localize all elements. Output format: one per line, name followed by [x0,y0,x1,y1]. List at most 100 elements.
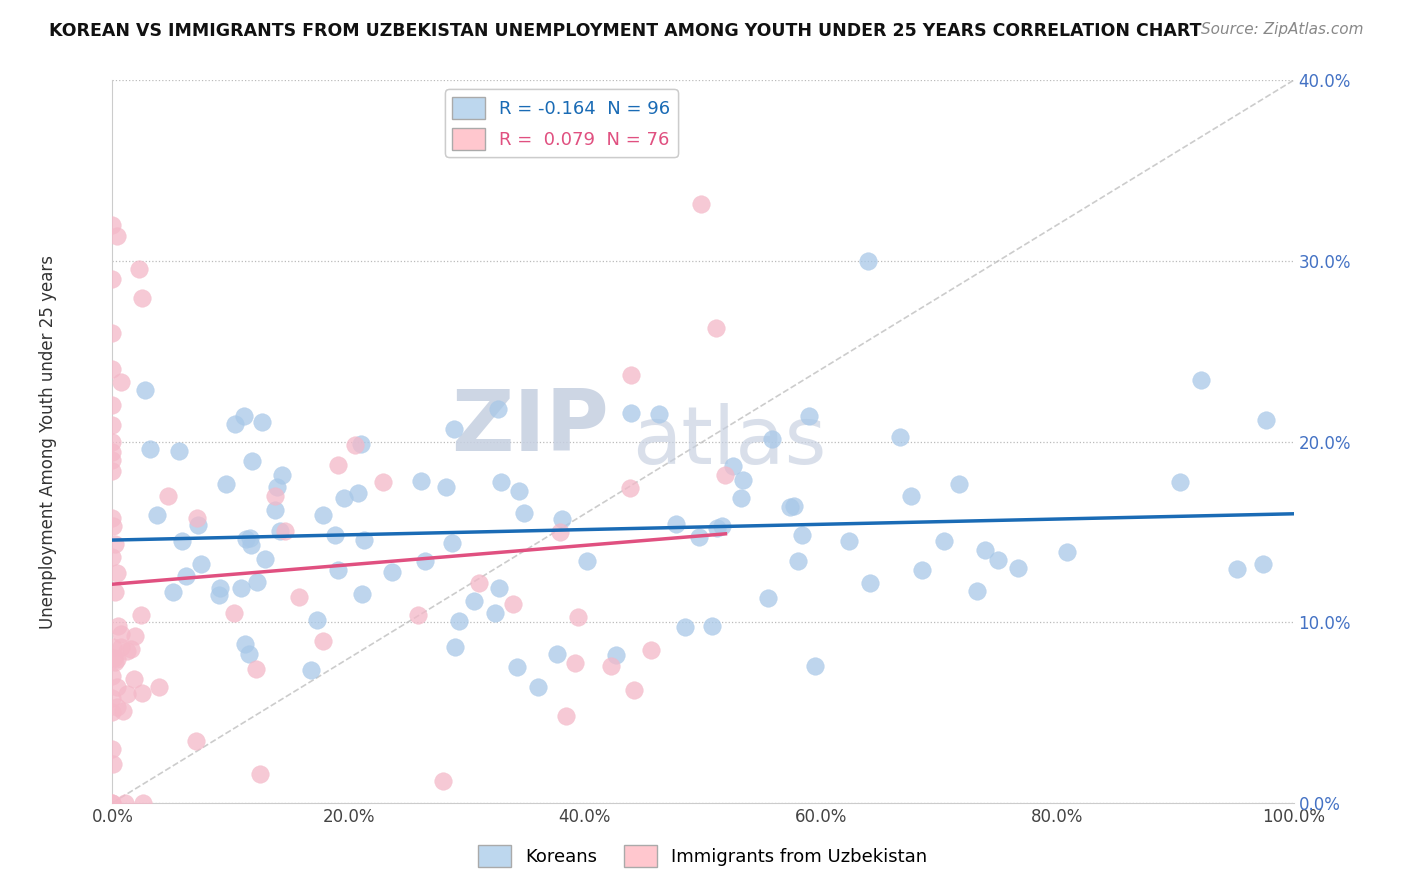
Point [406,607,429,622]
Point [134,383,156,397]
Point [253,552,276,566]
Point [231,581,253,595]
Point [107,619,129,633]
Point [1226,562,1249,576]
Point [966,584,988,599]
Point [110,376,132,390]
Point [441,536,464,550]
Point [911,563,934,577]
Point [101,218,124,232]
Point [443,422,465,436]
Point [305,613,328,627]
Point [468,576,491,591]
Point [239,538,262,552]
Point [101,706,124,720]
Point [215,476,238,491]
Point [263,489,285,503]
Text: ZIP: ZIP [451,385,609,468]
Point [484,606,506,620]
Point [157,489,180,503]
Point [120,642,142,657]
Point [101,445,124,459]
Point [131,291,153,305]
Legend: Koreans, Immigrants from Uzbekistan: Koreans, Immigrants from Uzbekistan [471,838,935,874]
Point [101,464,124,478]
Point [208,581,231,595]
Point [889,429,911,443]
Point [104,537,127,551]
Point [900,489,922,503]
Point [714,468,737,483]
Point [117,687,139,701]
Point [326,563,349,577]
Point [619,482,641,496]
Point [352,587,374,601]
Text: Unemployment Among Youth under 25 years: Unemployment Among Youth under 25 years [38,254,56,629]
Text: Source: ZipAtlas.com: Source: ZipAtlas.com [1201,22,1364,37]
Point [249,767,271,781]
Point [274,524,297,538]
Point [721,458,744,473]
Point [858,575,880,590]
Point [101,741,124,756]
Point [184,734,207,748]
Point [238,647,260,661]
Point [326,458,349,473]
Point [252,415,274,429]
Point [761,432,783,446]
Point [948,476,970,491]
Point [288,590,311,604]
Point [105,680,128,694]
Point [101,452,124,467]
Point [246,574,269,589]
Point [233,409,256,423]
Point [792,527,814,541]
Point [245,663,267,677]
Point [512,506,534,520]
Point [567,610,589,624]
Point [932,533,955,548]
Point [564,657,586,671]
Point [101,434,124,449]
Point [174,569,197,583]
Point [797,409,820,423]
Point [711,519,734,533]
Point [620,406,643,420]
Point [111,704,134,718]
Point [269,524,291,539]
Point [432,773,454,788]
Point [706,520,728,534]
Point [187,517,209,532]
Point [526,680,548,694]
Text: KOREAN VS IMMIGRANTS FROM UZBEKISTAN UNEMPLOYMENT AMONG YOUTH UNDER 25 YEARS COR: KOREAN VS IMMIGRANTS FROM UZBEKISTAN UNE… [49,22,1202,40]
Point [353,533,375,547]
Point [344,438,367,452]
Point [103,651,125,665]
Point [101,272,124,286]
Point [148,680,170,694]
Point [730,491,752,506]
Point [105,700,128,714]
Point [700,619,723,633]
Point [101,796,124,810]
Point [271,467,294,482]
Point [208,588,231,602]
Point [506,660,529,674]
Point [101,757,124,772]
Point [688,530,710,544]
Point [758,591,780,605]
Point [1253,557,1275,571]
Point [107,652,129,666]
Point [548,525,571,540]
Point [489,475,512,490]
Point [299,663,322,677]
Point [444,640,467,654]
Point [508,483,530,498]
Point [1256,413,1278,427]
Point [623,683,645,698]
Point [502,597,524,611]
Point [409,475,432,489]
Point [974,543,997,558]
Point [838,534,860,549]
Point [235,532,257,546]
